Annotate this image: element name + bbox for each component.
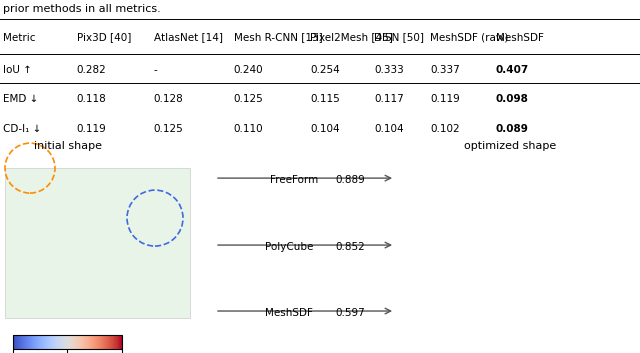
Text: 0.119: 0.119 (430, 94, 460, 104)
Text: 0.407: 0.407 (496, 65, 529, 75)
Text: initial shape: initial shape (34, 141, 102, 151)
Text: prior methods in all metrics.: prior methods in all metrics. (3, 4, 161, 14)
Text: CD-l₁ ↓: CD-l₁ ↓ (3, 124, 42, 134)
FancyBboxPatch shape (5, 168, 190, 318)
Text: IoU ↑: IoU ↑ (3, 65, 32, 75)
Text: Pix3D [40]: Pix3D [40] (77, 32, 131, 43)
Text: 0.337: 0.337 (430, 65, 460, 75)
Text: FreeForm: FreeForm (270, 175, 318, 185)
Text: 0.125: 0.125 (154, 124, 183, 134)
Text: 0.125: 0.125 (234, 94, 263, 104)
Text: 0.115: 0.115 (310, 94, 340, 104)
Text: 0.117: 0.117 (374, 94, 404, 104)
Text: PolyCube: PolyCube (265, 242, 314, 252)
Text: AtlasNet [14]: AtlasNet [14] (154, 32, 223, 43)
Text: 0.104: 0.104 (374, 124, 404, 134)
Text: 0.119: 0.119 (77, 124, 106, 134)
Text: 0.254: 0.254 (310, 65, 340, 75)
Text: 0.102: 0.102 (430, 124, 460, 134)
Text: EMD ↓: EMD ↓ (3, 94, 38, 104)
Text: 0.333: 0.333 (374, 65, 404, 75)
Text: MeshSDF (raw): MeshSDF (raw) (430, 32, 508, 43)
Text: 0.098: 0.098 (496, 94, 529, 104)
Text: 0.128: 0.128 (154, 94, 183, 104)
Text: MeshSDF: MeshSDF (265, 308, 313, 318)
Text: Metric: Metric (3, 32, 36, 43)
Text: Pixel2Mesh [45]: Pixel2Mesh [45] (310, 32, 393, 43)
Text: 0.089: 0.089 (496, 124, 529, 134)
Text: 0.110: 0.110 (234, 124, 263, 134)
Text: optimized shape: optimized shape (464, 141, 556, 151)
Text: MeshSDF: MeshSDF (496, 32, 544, 43)
Text: -: - (154, 65, 157, 75)
Text: Mesh R-CNN [13]: Mesh R-CNN [13] (234, 32, 323, 43)
Text: 0.889: 0.889 (335, 175, 365, 185)
Text: 0.282: 0.282 (77, 65, 106, 75)
Text: 0.104: 0.104 (310, 124, 340, 134)
Text: 0.852: 0.852 (335, 242, 365, 252)
Text: 0.118: 0.118 (77, 94, 106, 104)
Text: 0.597: 0.597 (335, 308, 365, 318)
Text: 0.240: 0.240 (234, 65, 263, 75)
Text: DISN [50]: DISN [50] (374, 32, 424, 43)
